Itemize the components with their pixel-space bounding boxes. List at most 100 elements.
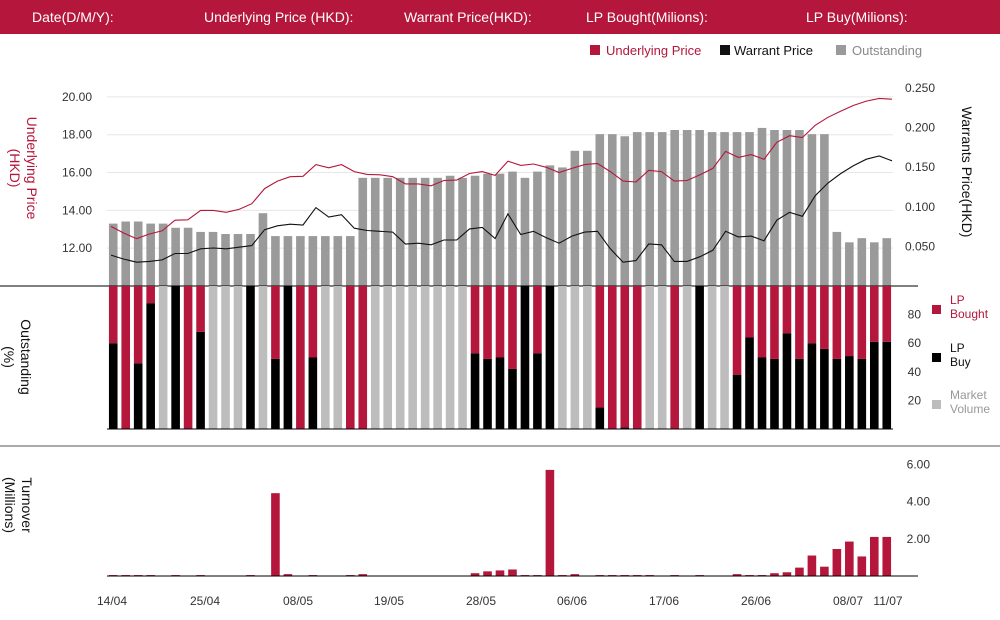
lp-buy-bar (745, 337, 754, 429)
outstanding-bar (732, 132, 742, 286)
lp-bought-bar (670, 286, 679, 429)
lp-buy-bar (620, 427, 630, 429)
outstanding-bar (433, 177, 442, 286)
turnover-bar (832, 549, 842, 576)
lp-buy-bar (196, 331, 205, 429)
lp-bought-bar (108, 286, 118, 344)
lp-buy-bar (520, 286, 530, 429)
lp-bought-bar (632, 286, 642, 429)
lp-buy-bar (146, 303, 155, 429)
legend-swatch (836, 45, 846, 55)
y-tick: 80 (908, 308, 922, 322)
lp-buy-bar (807, 343, 817, 429)
turnover-bar (782, 572, 792, 576)
legend-swatch (932, 353, 941, 362)
lp-buy-bar (246, 286, 255, 429)
y-tick: 2.00 (907, 532, 931, 546)
market-volume-bar (258, 286, 268, 429)
outstanding-bar (645, 132, 655, 286)
market-volume-bar (321, 286, 330, 429)
outstanding-bar (632, 132, 642, 286)
x-axis: 14/04 25/04 08/05 19/05 28/05 06/06 17/06 26/06… (97, 594, 903, 608)
outstanding-bar (246, 234, 255, 286)
turnover-bar (545, 469, 555, 576)
outstanding-bar (458, 177, 467, 286)
lp-buy-bar (470, 353, 480, 429)
outstanding-bar (533, 171, 542, 286)
lp-bought-bar (820, 286, 829, 349)
market-volume-bar (208, 286, 218, 429)
y-axis-title-left: (HKD) (7, 149, 23, 188)
outstanding-bar (857, 238, 867, 286)
lp-bought-bar (807, 286, 817, 344)
outstanding-bar (271, 236, 280, 286)
turnover-bar (283, 574, 293, 576)
lp-buy-bar (857, 358, 867, 429)
turnover-bar (869, 536, 879, 576)
y-tick-left: 16.00 (62, 166, 92, 180)
turnover-bar (495, 570, 505, 576)
x-tick: 26/06 (741, 594, 771, 608)
outstanding-bar (782, 130, 792, 286)
y-tick-left: 12.00 (62, 241, 92, 255)
outstanding-bar (795, 130, 804, 286)
outstanding-bar (345, 236, 355, 286)
outstanding-bar (757, 127, 767, 286)
turnover-bar (358, 574, 368, 576)
lp-bought-bar (770, 286, 779, 359)
y-tick-left: 14.00 (62, 203, 92, 217)
info-header: Date(D/M/Y): Underlying Price (HKD): War… (0, 0, 1000, 34)
outstanding-bar (695, 130, 704, 286)
lp-bought-bar (869, 286, 879, 342)
outstanding-bar (845, 242, 854, 286)
y-tick: 4.00 (907, 495, 931, 509)
y-tick-right: 0.200 (905, 121, 935, 135)
lp-bought-bar (470, 286, 480, 354)
lp-bought-bar (296, 286, 305, 429)
lp-buy-bar (171, 286, 180, 429)
legend-swatch (590, 45, 600, 55)
legend-label: Volume (950, 402, 990, 416)
lp-bought-bar (757, 286, 767, 358)
warrant-price-label: Warrant Price(HKD): (404, 9, 532, 25)
outstanding-bar (820, 134, 829, 286)
legend-label: LP (950, 341, 965, 355)
y-axis-title: Outstanding (18, 319, 34, 395)
outstanding-bar (583, 150, 592, 286)
outstanding-bar (408, 177, 417, 286)
outstanding-bar (133, 221, 143, 286)
lp-bought-label: LP Bought(Milions): (586, 9, 708, 25)
lp-bought-bar (732, 286, 742, 375)
lp-bought-bar (133, 286, 143, 364)
lp-buy-bar (483, 358, 492, 429)
outstanding-bar (370, 177, 380, 286)
turnover-bar (470, 573, 480, 576)
lp-bought-bar (183, 286, 193, 429)
lp-buy-bar (782, 333, 792, 429)
date-label: Date(D/M/Y): (32, 9, 114, 25)
market-volume-bar (233, 286, 243, 429)
turnover-bar (882, 536, 892, 576)
outstanding-bar (233, 234, 243, 286)
turnover-bar (807, 555, 817, 576)
market-volume-bar (445, 286, 455, 429)
x-tick: 14/04 (97, 594, 127, 608)
outstanding-bar (283, 236, 293, 286)
y-axis-title-left: Underlying Price (24, 117, 40, 220)
market-volume-bar (370, 286, 380, 429)
outstanding-bar (183, 227, 193, 286)
lp-buy-bar (595, 407, 605, 429)
y-axis-title: (Millions) (2, 477, 18, 533)
outstanding-bar (832, 231, 842, 286)
y-axis-title: (%) (1, 346, 17, 368)
lp-bought-bar (745, 286, 754, 338)
lp-buy-bar (508, 368, 517, 429)
lp-bought-bar (358, 286, 368, 429)
lp-bought-bar (832, 286, 842, 359)
legend-label: Market (950, 388, 987, 402)
lp-bought-bar (795, 286, 804, 359)
lp-buy-bar (271, 358, 280, 429)
outstanding-bar (296, 236, 305, 286)
outstanding-bar (221, 234, 230, 286)
lp-bought-bar (607, 286, 617, 429)
